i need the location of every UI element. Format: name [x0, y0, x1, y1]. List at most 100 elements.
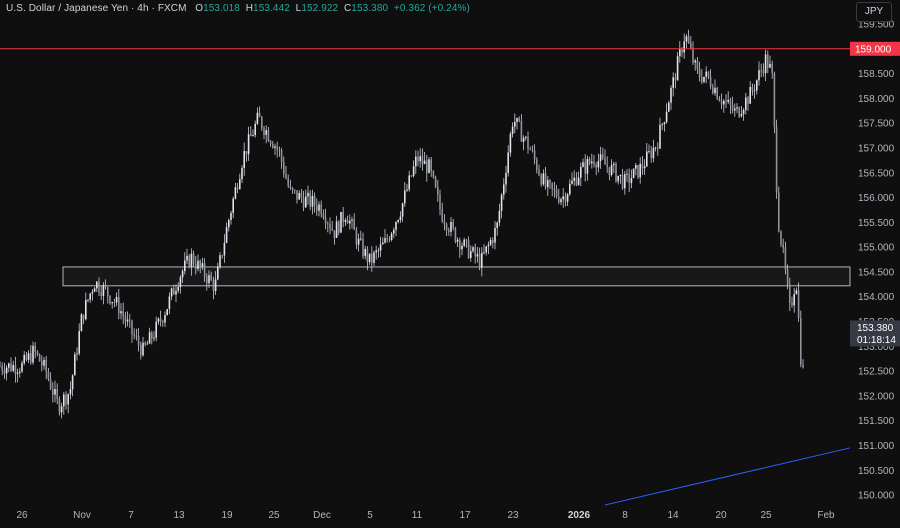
candle-body [540, 175, 542, 185]
candle-body [432, 171, 435, 177]
candle [393, 227, 395, 238]
candle [687, 29, 690, 44]
candle-body [531, 149, 534, 151]
symbol-title[interactable]: U.S. Dollar / Japanese Yen · 4h · FXCM [6, 3, 187, 14]
candle [514, 113, 516, 134]
candle [494, 221, 496, 250]
candle-body [184, 260, 186, 272]
candle-body [485, 246, 487, 253]
open-label: O [195, 3, 204, 14]
candle-body [668, 102, 670, 112]
candle [313, 192, 316, 213]
candle-body [604, 158, 606, 165]
candle [289, 179, 292, 190]
candle [164, 311, 166, 328]
y-tick-label: 154.500 [858, 267, 895, 278]
candle [800, 310, 802, 368]
candle [641, 155, 644, 175]
candle [617, 175, 619, 185]
candle-body [43, 359, 45, 366]
candle-body [745, 97, 747, 110]
candle-body [276, 146, 278, 150]
candle [503, 178, 505, 200]
candle-body [320, 204, 322, 215]
candle-body [241, 167, 243, 180]
candle-body [85, 300, 87, 320]
candle [175, 284, 177, 303]
candle-body [635, 165, 637, 169]
candle-body [175, 290, 177, 295]
y-tick-label: 151.500 [858, 416, 895, 427]
time-axis[interactable]: 26 Nov 7 13 19 25 Dec 5 11 17 23 2026 8 14 20 25 Feb [16, 510, 835, 521]
candle-body [665, 111, 668, 123]
candle [287, 174, 289, 188]
x-tick-label: 26 [16, 510, 28, 521]
candle-body [300, 192, 303, 198]
candle-body [544, 173, 547, 188]
candle-body [364, 248, 366, 257]
candle-body [434, 176, 437, 188]
y-tick-label: 151.000 [858, 441, 895, 452]
candle [377, 247, 380, 258]
candle [483, 244, 485, 255]
candle-body [419, 156, 421, 162]
candle [118, 288, 120, 320]
candle-body [775, 126, 778, 193]
last-price-text: 153.380 [857, 323, 894, 334]
candle [786, 264, 789, 290]
candle-body [608, 166, 611, 176]
candle [751, 83, 754, 96]
candle [593, 154, 595, 168]
candle [430, 156, 432, 177]
candle-body [417, 156, 419, 162]
candle [159, 310, 162, 327]
y-tick-label: 152.500 [858, 367, 895, 378]
currency-button[interactable]: JPY [856, 2, 892, 22]
symbol-legend[interactable]: U.S. Dollar / Japanese Yen · 4h · FXCM O… [6, 3, 470, 14]
candle [197, 254, 199, 272]
candle [665, 103, 668, 124]
candle [228, 218, 230, 232]
candle [404, 182, 406, 207]
candle-body [373, 252, 375, 263]
candle [762, 63, 765, 77]
candle-body [725, 100, 727, 102]
candle [511, 122, 514, 138]
candle [630, 169, 633, 189]
price-axis[interactable]: 150.000 150.500 151.000 151.500 152.000 152.5… [858, 20, 895, 502]
candle [564, 192, 567, 207]
candle-body [527, 136, 529, 149]
candle-body [58, 399, 61, 413]
candle-body [197, 260, 199, 269]
y-tick-label: 156.000 [858, 193, 895, 204]
candle-body [118, 296, 120, 314]
candle [186, 248, 188, 265]
candle-body [762, 70, 765, 74]
candle-body [428, 159, 430, 173]
candle [278, 146, 281, 157]
candle [643, 159, 646, 175]
candle-body [575, 177, 578, 185]
candle-body [166, 309, 168, 316]
candle [58, 396, 61, 416]
y-tick-label: 158.000 [858, 94, 895, 105]
candle [632, 168, 635, 179]
candle-body [731, 105, 734, 111]
candle [225, 222, 228, 244]
candle [481, 247, 483, 277]
candle [318, 201, 320, 217]
candle [628, 168, 630, 192]
candle [153, 331, 155, 342]
candle-body [302, 197, 305, 208]
candle-body [518, 117, 520, 122]
candle [135, 328, 138, 341]
candle [217, 262, 219, 281]
candle [223, 234, 226, 263]
candle-body [674, 77, 677, 81]
candle-body [470, 251, 472, 258]
candle-body [375, 250, 377, 253]
candle-body [481, 252, 483, 268]
candle [8, 362, 10, 373]
